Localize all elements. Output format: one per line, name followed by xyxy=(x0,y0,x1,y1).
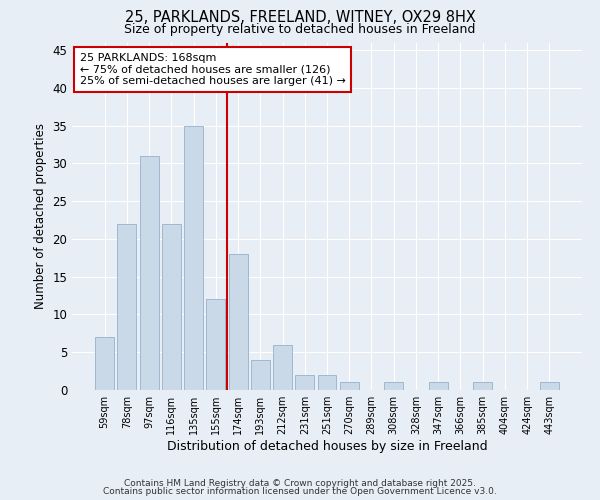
Bar xyxy=(295,375,314,390)
Bar xyxy=(540,382,559,390)
Y-axis label: Number of detached properties: Number of detached properties xyxy=(34,123,47,309)
Bar xyxy=(473,382,492,390)
Bar xyxy=(384,382,403,390)
Bar xyxy=(273,344,292,390)
Text: Contains HM Land Registry data © Crown copyright and database right 2025.: Contains HM Land Registry data © Crown c… xyxy=(124,478,476,488)
Bar xyxy=(317,375,337,390)
Text: Contains public sector information licensed under the Open Government Licence v3: Contains public sector information licen… xyxy=(103,487,497,496)
Bar xyxy=(162,224,181,390)
Bar xyxy=(229,254,248,390)
Bar xyxy=(429,382,448,390)
Bar xyxy=(118,224,136,390)
Text: 25 PARKLANDS: 168sqm
← 75% of detached houses are smaller (126)
25% of semi-deta: 25 PARKLANDS: 168sqm ← 75% of detached h… xyxy=(80,53,346,86)
Bar xyxy=(251,360,270,390)
Text: 25, PARKLANDS, FREELAND, WITNEY, OX29 8HX: 25, PARKLANDS, FREELAND, WITNEY, OX29 8H… xyxy=(125,10,475,25)
Text: Size of property relative to detached houses in Freeland: Size of property relative to detached ho… xyxy=(124,22,476,36)
Bar xyxy=(95,337,114,390)
Bar xyxy=(140,156,158,390)
Bar xyxy=(184,126,203,390)
Bar xyxy=(340,382,359,390)
Bar xyxy=(206,300,225,390)
X-axis label: Distribution of detached houses by size in Freeland: Distribution of detached houses by size … xyxy=(167,440,487,453)
